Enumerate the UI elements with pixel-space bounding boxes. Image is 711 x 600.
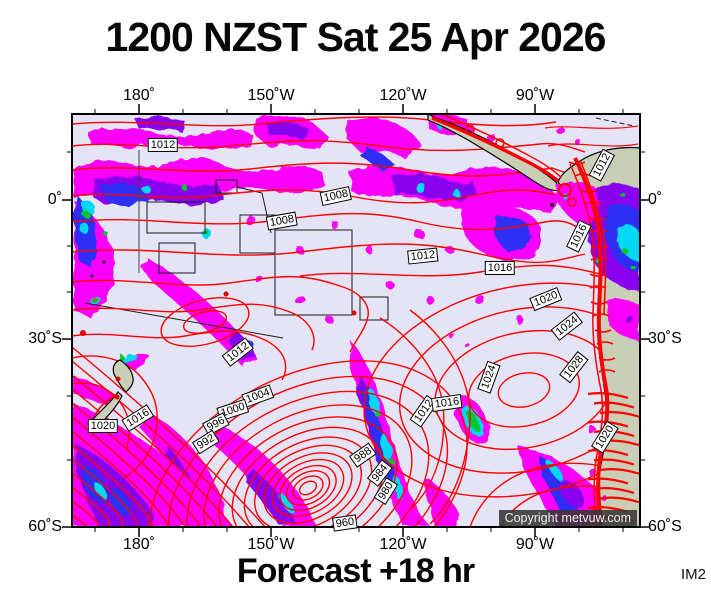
isobar-label-1012: 1012 bbox=[147, 138, 179, 152]
lon-label-bottom-150˚W: 150˚W bbox=[247, 536, 295, 553]
lat-label-left-60˚S: 60˚S bbox=[28, 518, 62, 535]
corner-tag: IM2 bbox=[680, 566, 706, 583]
lon-label-bottom-180˚: 180˚ bbox=[122, 536, 156, 553]
chart-title: 1200 NZST Sat 25 Apr 2026 bbox=[105, 14, 607, 60]
lon-label-top-120˚W: 120˚W bbox=[379, 87, 427, 104]
lon-label-bottom-90˚W: 90˚W bbox=[515, 536, 555, 553]
central-america-landmass bbox=[427, 114, 561, 192]
lat-label-left-0˚: 0˚ bbox=[47, 191, 62, 208]
isobar-label-1016: 1016 bbox=[484, 261, 516, 275]
isobar-label-1020: 1020 bbox=[87, 419, 119, 433]
lat-label-right-60˚S: 60˚S bbox=[648, 518, 682, 535]
copyright-badge: Copyright metvuw.com bbox=[498, 510, 637, 526]
lon-label-top-90˚W: 90˚W bbox=[515, 87, 555, 104]
lat-label-right-0˚: 0˚ bbox=[648, 191, 663, 208]
new-zealand-north-island bbox=[112, 359, 134, 393]
forecast-label: Forecast +18 hr bbox=[236, 552, 475, 590]
lat-label-left-30˚S: 30˚S bbox=[28, 330, 62, 347]
lat-label-right-30˚S: 30˚S bbox=[648, 330, 682, 347]
lon-label-top-150˚W: 150˚W bbox=[247, 87, 295, 104]
lon-label-top-180˚: 180˚ bbox=[122, 87, 156, 104]
city-markers bbox=[80, 291, 357, 400]
lon-label-bottom-120˚W: 120˚W bbox=[379, 536, 427, 553]
